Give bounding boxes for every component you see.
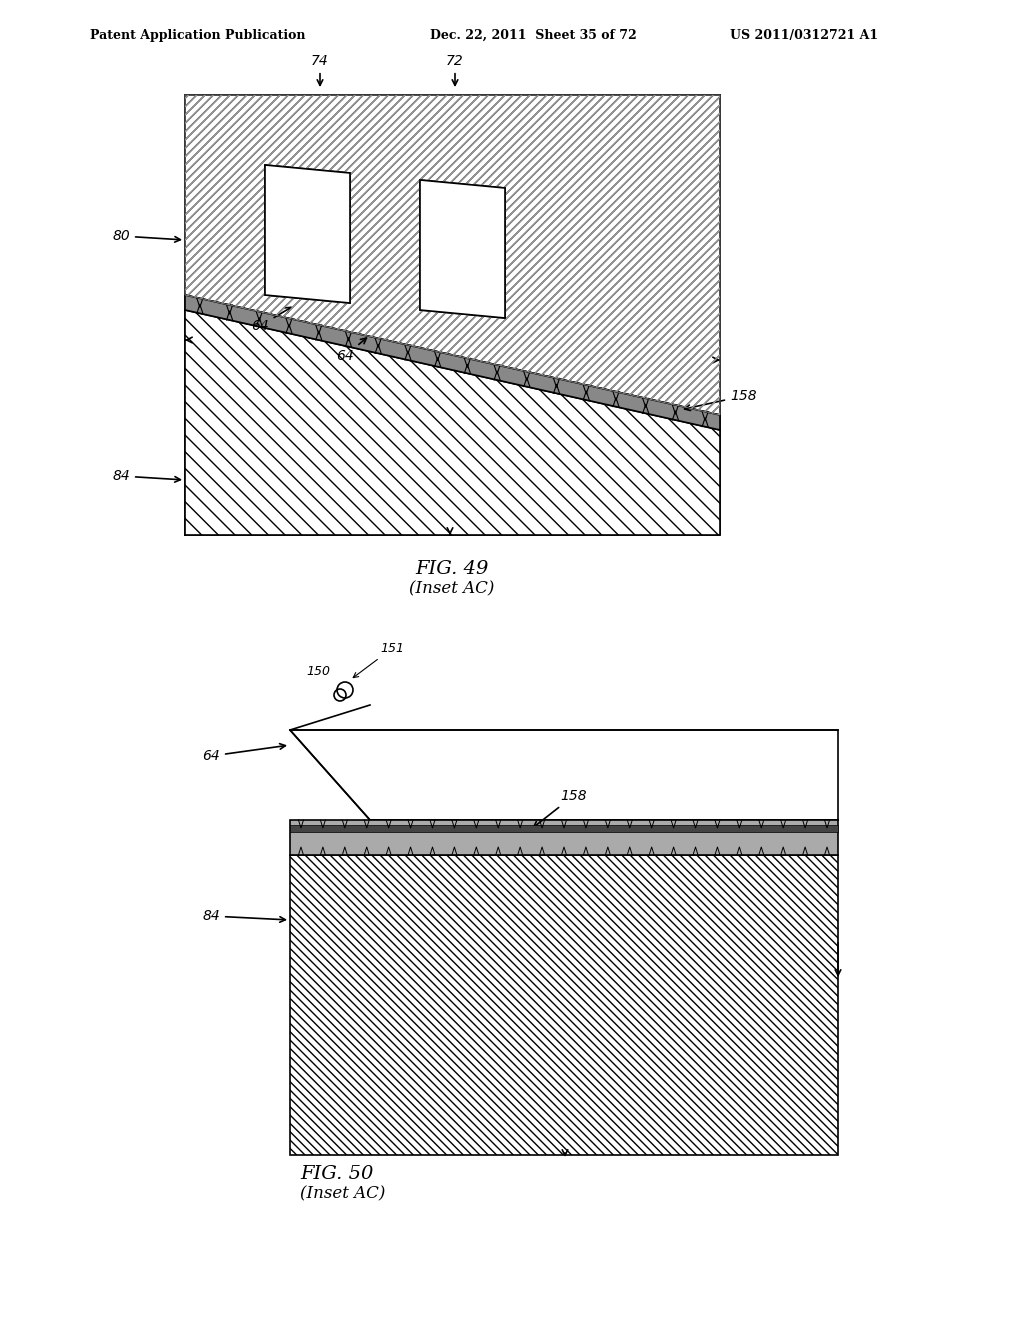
Text: Patent Application Publication: Patent Application Publication — [90, 29, 305, 41]
Text: 72: 72 — [446, 54, 464, 86]
Text: 150: 150 — [306, 665, 330, 678]
Polygon shape — [290, 820, 838, 855]
Text: 158: 158 — [534, 789, 587, 828]
Text: (Inset AC): (Inset AC) — [410, 579, 495, 597]
Text: 80: 80 — [113, 228, 180, 243]
Text: Dec. 22, 2011  Sheet 35 of 72: Dec. 22, 2011 Sheet 35 of 72 — [430, 29, 637, 41]
Polygon shape — [290, 855, 838, 1155]
Polygon shape — [420, 180, 505, 318]
Text: 64: 64 — [251, 308, 291, 333]
Polygon shape — [290, 730, 838, 820]
Polygon shape — [265, 165, 350, 304]
Text: 158: 158 — [684, 389, 757, 411]
Text: 151: 151 — [353, 642, 404, 677]
Text: 74: 74 — [311, 54, 329, 86]
Text: 84: 84 — [113, 469, 180, 483]
Polygon shape — [265, 165, 350, 304]
Text: FIG. 49: FIG. 49 — [416, 560, 488, 578]
Polygon shape — [185, 310, 720, 535]
Polygon shape — [185, 95, 720, 414]
Text: 84: 84 — [203, 909, 286, 923]
Text: FIG. 50: FIG. 50 — [300, 1166, 374, 1183]
Polygon shape — [420, 180, 505, 318]
Text: US 2011/0312721 A1: US 2011/0312721 A1 — [730, 29, 879, 41]
Text: 64: 64 — [203, 743, 286, 763]
Polygon shape — [290, 825, 838, 832]
Text: (Inset AC): (Inset AC) — [300, 1185, 385, 1203]
Text: 64: 64 — [336, 338, 367, 363]
Polygon shape — [185, 294, 720, 430]
